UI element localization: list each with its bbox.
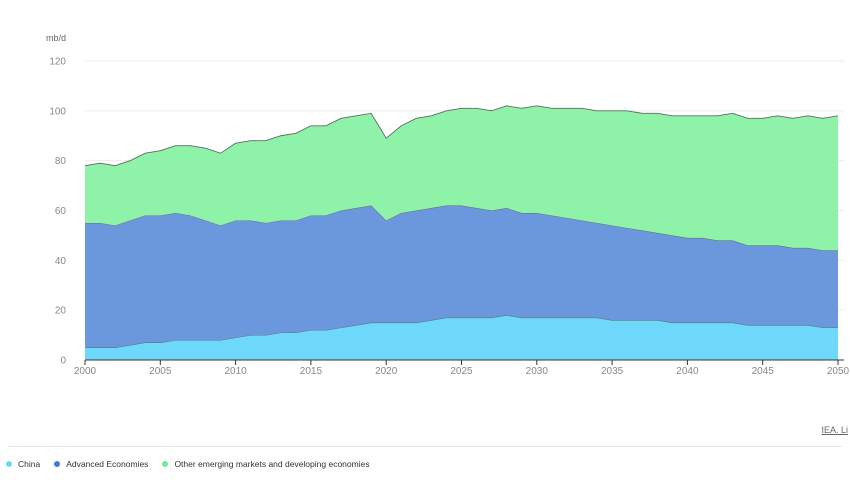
y-axis-ticks: 0 20 40 60 80 100 120 [49,57,66,367]
y-tick-label-120: 120 [49,57,66,68]
legend-swatch-other-emerging [162,461,169,467]
legend-label-other-emerging: Other emerging markets and developing ec… [174,459,370,469]
legend-label-china: China [18,459,41,469]
x-axis: 2000 2005 2010 2015 2020 2025 2030 2035 2040 2045… [74,359,850,377]
area-series [84,105,839,360]
legend-divider [8,446,842,447]
legend-item-other-emerging[interactable]: Other emerging markets and developing ec… [162,459,370,469]
y-tick-label-60: 60 [55,206,67,217]
legend: China Advanced Economies Other emerging … [6,459,370,469]
y-tick-label-20: 20 [55,306,67,317]
x-tick-label-2050: 2050 [827,366,850,377]
source-credit-link[interactable]: IEA. Li [821,425,848,435]
y-axis-unit-label: mb/d [46,33,66,43]
legend-item-advanced-economies[interactable]: Advanced Economies [54,459,148,469]
x-tick-label-2040: 2040 [676,366,699,377]
x-tick-label-2030: 2030 [526,366,549,377]
x-tick-label-2045: 2045 [752,366,775,377]
x-tick-label-2005: 2005 [149,366,172,377]
legend-swatch-china [6,461,12,467]
x-tick-label-2020: 2020 [375,366,398,377]
x-tick-label-2015: 2015 [300,366,323,377]
x-tick-label-2010: 2010 [224,366,247,377]
y-tick-label-40: 40 [55,256,67,267]
x-tick-label-2025: 2025 [450,366,473,377]
legend-swatch-advanced-economies [54,461,61,467]
y-tick-label-100: 100 [49,106,66,117]
area-china [85,315,838,360]
area-other-emerging-markets-and-developing-economies [85,105,838,251]
legend-label-advanced-economies: Advanced Economies [66,459,149,469]
y-tick-label-0: 0 [60,356,66,367]
line-other-emerging-markets-and-developing-economies [84,105,839,167]
legend-item-china[interactable]: China [6,459,40,469]
x-tick-label-2035: 2035 [601,366,624,377]
x-tick-label-2000: 2000 [74,366,97,377]
y-tick-label-80: 80 [55,156,67,167]
area-advanced-economies [85,205,838,348]
